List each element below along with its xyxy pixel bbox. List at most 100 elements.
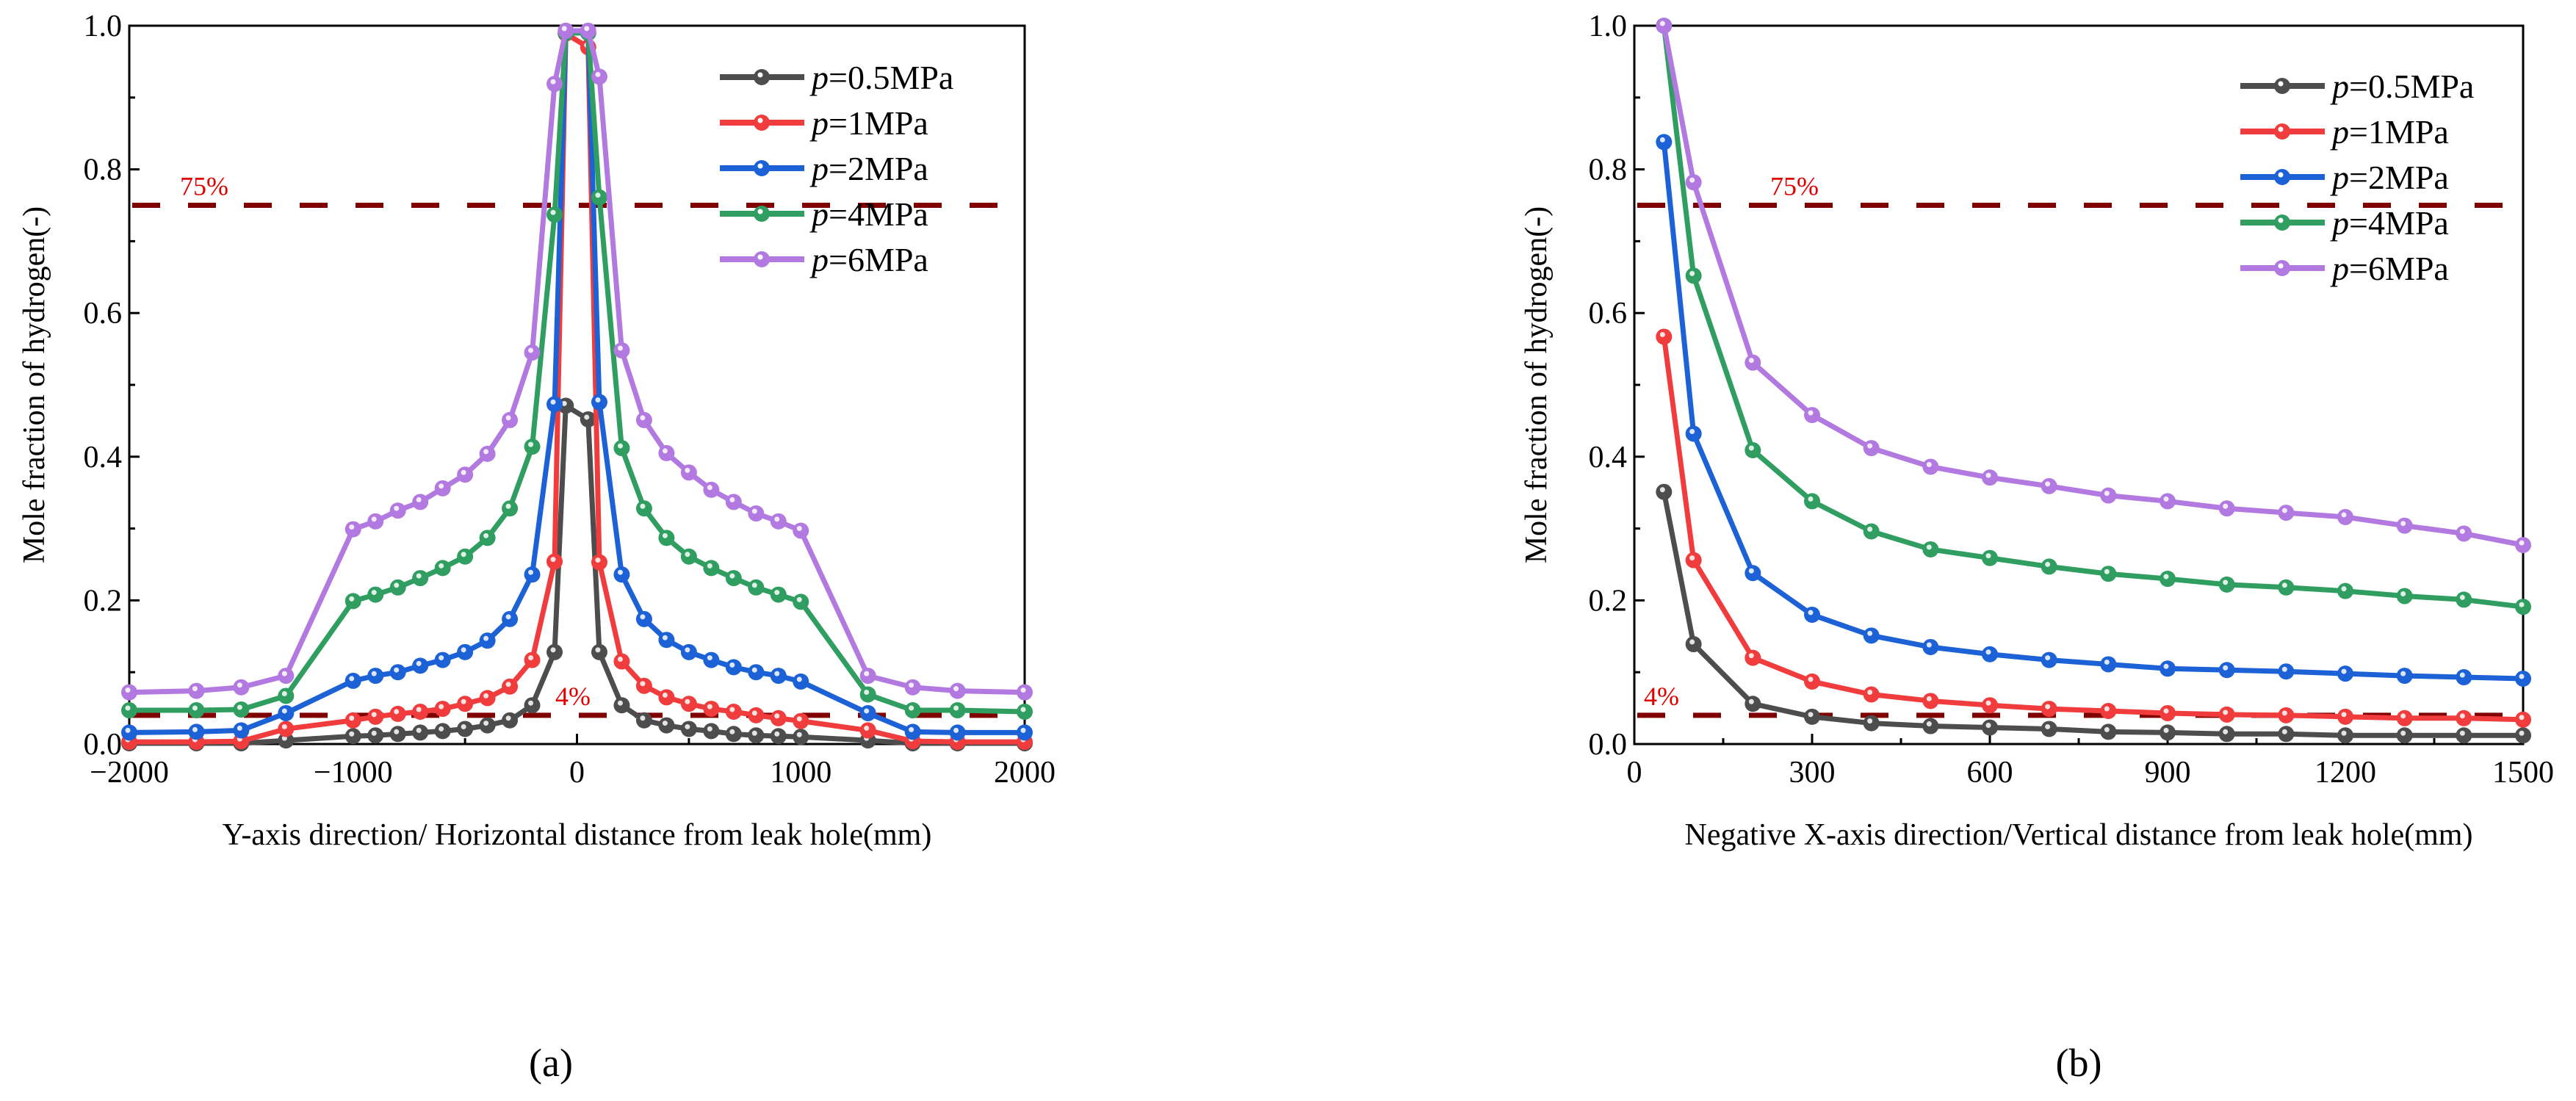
data-point-highlight — [2163, 574, 2169, 580]
legend-marker-highlight — [2278, 126, 2284, 132]
data-point — [434, 480, 451, 497]
data-point-highlight — [774, 590, 780, 596]
data-point — [502, 678, 519, 695]
data-point-highlight — [595, 192, 601, 198]
data-point — [344, 728, 361, 745]
data-point-highlight — [1985, 649, 1991, 655]
data-point-highlight — [662, 692, 668, 698]
data-point-highlight — [2341, 668, 2347, 674]
data-point-highlight — [505, 715, 511, 721]
data-point — [1656, 18, 1673, 34]
legend-marker-highlight — [757, 209, 763, 214]
data-point-highlight — [1926, 721, 1932, 727]
data-point — [1922, 718, 1939, 734]
data-point-highlight — [1867, 718, 1873, 724]
data-point — [591, 554, 607, 571]
data-point — [725, 570, 742, 587]
data-point-highlight — [2459, 713, 2465, 719]
data-point — [1804, 606, 1820, 623]
data-point-highlight — [1926, 544, 1932, 550]
data-point — [2515, 599, 2531, 616]
data-point — [2218, 576, 2235, 593]
data-point — [2100, 566, 2117, 582]
data-point — [367, 708, 384, 725]
data-point — [1017, 703, 1033, 720]
data-point-highlight — [2163, 727, 2169, 733]
data-point-highlight — [550, 647, 556, 653]
data-point — [2100, 723, 2117, 740]
data-point — [2041, 558, 2057, 575]
y-tick-label: 0.4 — [1589, 441, 1628, 474]
data-point — [457, 466, 474, 483]
data-point-highlight — [1659, 331, 1665, 337]
data-point — [412, 703, 429, 720]
series-p=1MPa — [1656, 328, 2531, 728]
data-point — [680, 643, 697, 660]
data-point-highlight — [371, 590, 377, 596]
data-point-highlight — [281, 671, 287, 676]
data-point-highlight — [729, 729, 735, 734]
data-point — [1804, 708, 1820, 725]
data-point-highlight — [864, 671, 870, 676]
data-point — [2456, 591, 2472, 608]
panel-label: (b) — [2056, 1041, 2102, 1085]
data-point-highlight — [550, 557, 556, 563]
data-point — [748, 664, 765, 681]
data-point — [703, 651, 720, 668]
data-point — [121, 702, 137, 719]
data-point-highlight — [685, 552, 690, 557]
data-point — [1656, 328, 1673, 345]
legend-label-value: =2MPa — [2349, 159, 2449, 196]
legend-marker — [754, 69, 770, 85]
data-point-highlight — [461, 723, 466, 729]
data-point-highlight — [595, 557, 601, 563]
data-point-highlight — [483, 635, 489, 641]
data-point — [591, 189, 607, 206]
data-point-highlight — [953, 686, 959, 692]
legend-entry: p=1MPa — [720, 104, 928, 142]
data-point — [2160, 704, 2176, 721]
data-point-highlight — [729, 662, 735, 668]
series-p=4MPa — [1656, 18, 2531, 616]
data-point — [278, 721, 295, 737]
data-point — [2456, 727, 2472, 744]
data-point — [2337, 727, 2353, 744]
data-point — [748, 505, 765, 522]
data-point-highlight — [349, 596, 355, 602]
data-point — [524, 344, 541, 361]
data-point — [121, 684, 137, 701]
data-point — [725, 659, 742, 676]
data-point-highlight — [864, 690, 870, 696]
data-point — [367, 668, 384, 685]
data-point-highlight — [550, 79, 556, 84]
data-point-highlight — [2519, 540, 2525, 546]
reference-label: 4% — [1644, 682, 1679, 711]
data-point-highlight — [349, 524, 355, 530]
x-tick-label: 1000 — [770, 756, 831, 790]
data-point — [703, 701, 720, 718]
data-point-highlight — [909, 726, 914, 732]
legend-label-value: =4MPa — [829, 195, 928, 233]
data-point — [188, 682, 205, 699]
data-point-highlight — [2400, 713, 2406, 719]
data-point — [2160, 660, 2176, 677]
data-point — [859, 686, 876, 703]
data-point-highlight — [1020, 727, 1026, 733]
series-line — [1661, 336, 2524, 723]
data-point-highlight — [864, 708, 870, 714]
data-point — [2456, 710, 2472, 726]
legend-label-value: =4MPa — [2349, 204, 2449, 242]
data-point-highlight — [640, 415, 646, 421]
data-point — [2396, 517, 2413, 534]
data-point — [389, 502, 406, 519]
data-point-highlight — [1985, 472, 1991, 478]
data-point-highlight — [617, 443, 623, 449]
data-point — [278, 732, 295, 749]
data-point-highlight — [640, 681, 646, 687]
legend-label: p=1MPa — [809, 104, 928, 142]
y-axis-label: Mole fraction of hydrogen(-) — [18, 206, 51, 563]
series-p=2MPa — [1656, 134, 2531, 687]
legend-entry: p=6MPa — [720, 241, 928, 278]
data-point-highlight — [595, 397, 601, 403]
data-point — [2100, 703, 2117, 720]
